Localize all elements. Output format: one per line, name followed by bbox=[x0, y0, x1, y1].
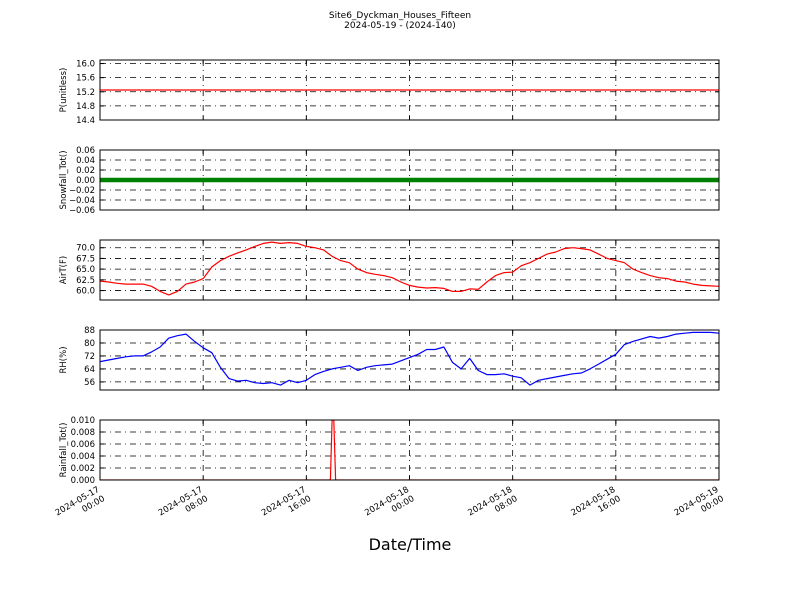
panel-5-ytick-label: 0.010 bbox=[71, 416, 95, 426]
panel-1-ytick-label: 15.6 bbox=[76, 74, 95, 84]
panel-3-ytick-label: 67.5 bbox=[76, 254, 95, 264]
chart-subtitle: 2024-05-19 - (2024-140) bbox=[344, 21, 456, 31]
panel-2-ytick-label: 0.04 bbox=[76, 156, 95, 166]
panel-1-ytick-label: 15.2 bbox=[76, 88, 95, 98]
panel-3-ytick-label: 60.0 bbox=[76, 287, 95, 297]
x-axis-label: Date/Time bbox=[368, 535, 452, 554]
panel-4-ylabel: RH(%) bbox=[59, 346, 69, 373]
xtick-label: 2024-05-1816:00 bbox=[570, 485, 623, 527]
panel-1-ytick-label: 16.0 bbox=[76, 60, 95, 70]
xtick-label: 2024-05-1800:00 bbox=[363, 485, 416, 527]
panel-4-ytick-label: 88 bbox=[84, 326, 95, 336]
panel-3-ytick-label: 65.0 bbox=[76, 265, 95, 275]
panel-2-ytick-label: −0.06 bbox=[69, 206, 95, 216]
panel-2-ytick-label: −0.02 bbox=[69, 186, 95, 196]
panel-5-ytick-label: 0.000 bbox=[71, 476, 95, 486]
panel-5-ytick-label: 0.008 bbox=[71, 428, 95, 438]
panel-5-ytick-label: 0.004 bbox=[71, 452, 95, 462]
panel-3-ytick-label: 62.5 bbox=[76, 276, 95, 286]
chart-title: Site6_Dyckman_Houses_Fifteen bbox=[328, 11, 472, 21]
panel-5-frame bbox=[99, 419, 720, 481]
panel-1-ylabel: P(unitless) bbox=[59, 68, 69, 113]
xtick-label: 2024-05-1708:00 bbox=[157, 485, 210, 527]
panel-5-ytick-label: 0.006 bbox=[71, 440, 95, 450]
panel-4-frame bbox=[99, 329, 720, 391]
panel-2-ylabel: Snowfall_Tot() bbox=[59, 150, 69, 209]
panel-1-frame bbox=[99, 59, 720, 121]
panel-2-frame bbox=[99, 149, 720, 211]
xtick-label: 2024-05-1716:00 bbox=[260, 485, 313, 527]
panel-4-ytick-label: 64 bbox=[84, 365, 95, 375]
xtick-label: 2024-05-1700:00 bbox=[54, 485, 107, 527]
xtick-label: 2024-05-1900:00 bbox=[673, 485, 726, 527]
panel-1-ytick-label: 14.8 bbox=[76, 102, 95, 112]
panel-4-ytick-label: 72 bbox=[84, 352, 95, 362]
panel-5-ytick-label: 0.002 bbox=[71, 464, 95, 474]
panel-2-ytick-label: 0.02 bbox=[76, 166, 95, 176]
panel-2-ytick-label: −0.04 bbox=[69, 196, 95, 206]
panel-4-ytick-label: 80 bbox=[84, 339, 95, 349]
panel-3-series-line bbox=[100, 241, 719, 296]
panel-4-ytick-label: 56 bbox=[84, 378, 95, 388]
panel-3-ylabel: AirT(F) bbox=[59, 256, 69, 284]
panel-1-ytick-label: 14.4 bbox=[76, 116, 95, 126]
panel-3-ytick-label: 70.0 bbox=[76, 244, 95, 254]
panel-2-ytick-label: 0.06 bbox=[76, 146, 95, 156]
panel-5-ylabel: Rainfall_Tot() bbox=[59, 423, 69, 478]
xtick-label: 2024-05-1808:00 bbox=[466, 485, 519, 527]
panel-4-series-line bbox=[100, 331, 719, 386]
panel-2-ytick-label: 0.00 bbox=[76, 176, 95, 186]
panel-3-frame bbox=[99, 239, 720, 301]
